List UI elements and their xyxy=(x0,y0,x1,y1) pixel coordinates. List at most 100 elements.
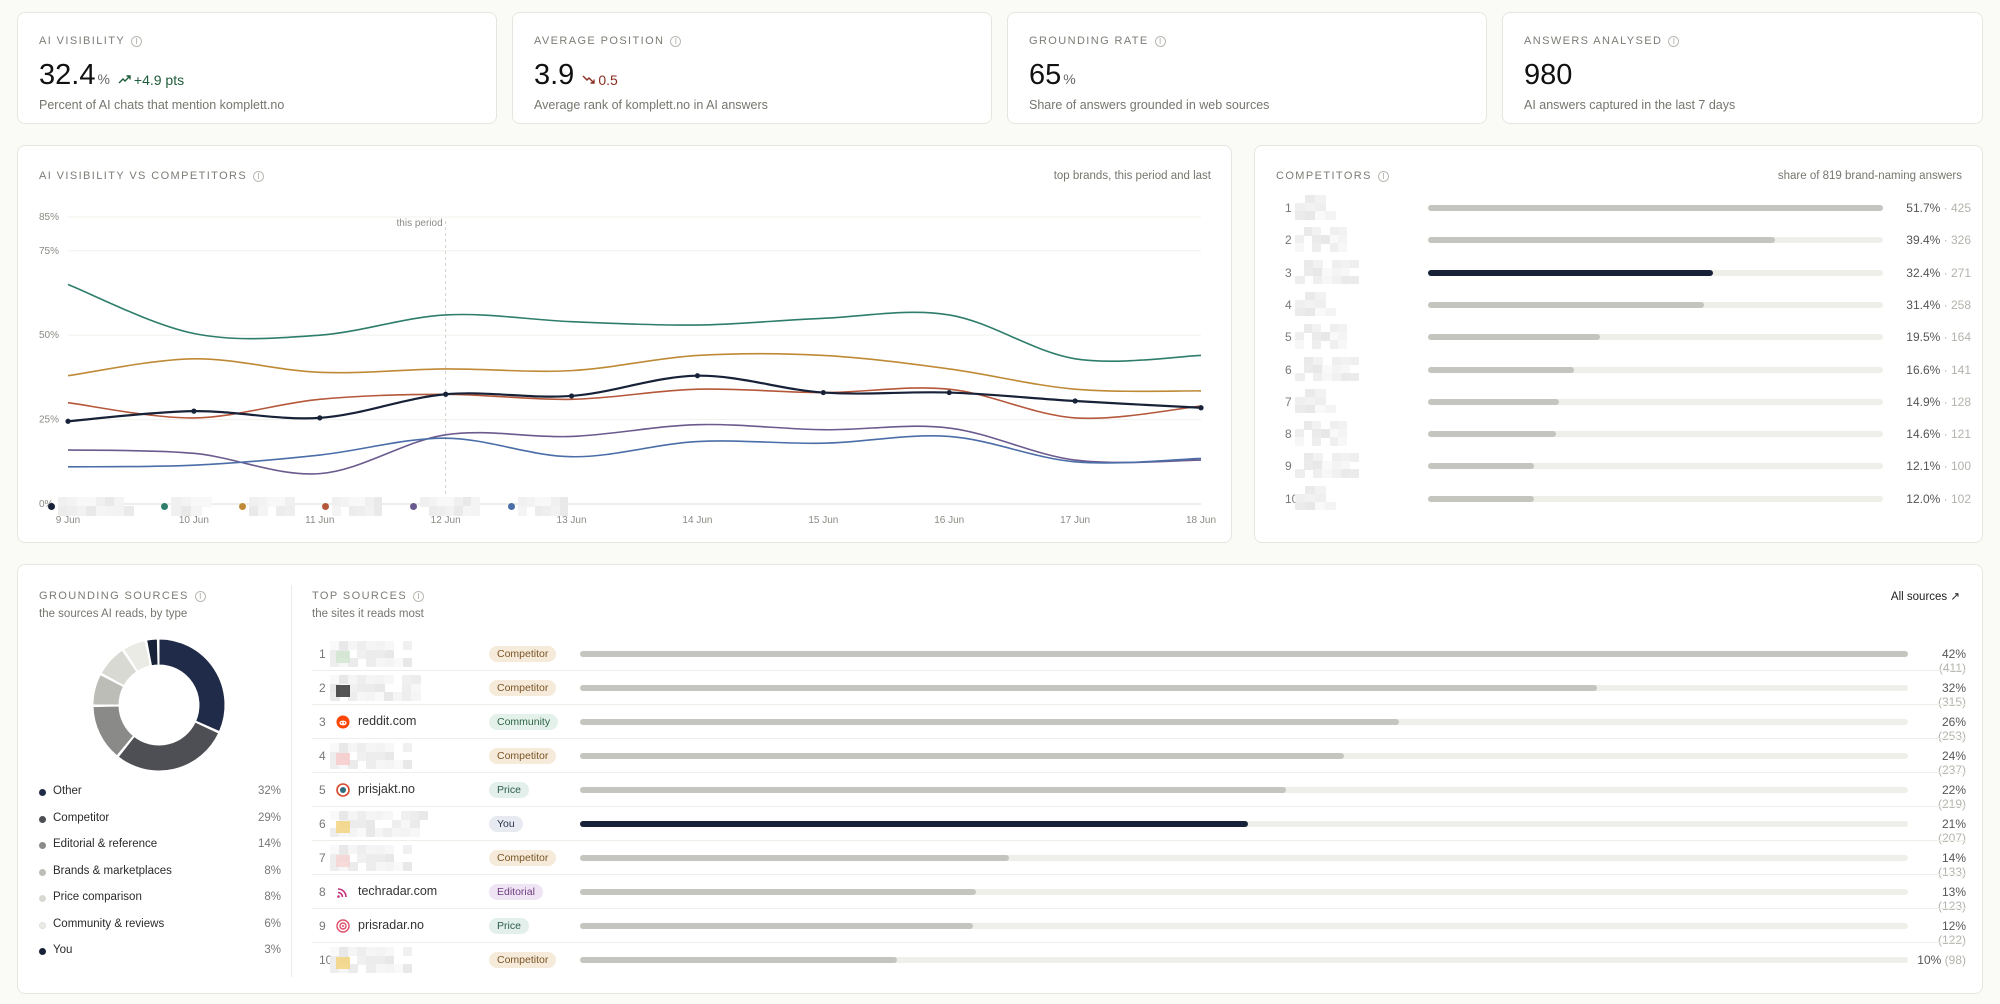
source-name[interactable]: prisradar.no xyxy=(358,918,425,932)
pixel xyxy=(393,862,404,872)
source-row[interactable]: 5 prisjakt.no Price 22% (219) xyxy=(312,773,1966,811)
trend-down-icon xyxy=(582,75,596,84)
grounding-legend-item[interactable]: Other 32% xyxy=(39,785,281,803)
info-icon[interactable]: i xyxy=(1154,35,1166,47)
grounding-legend-item[interactable]: Competitor 29% xyxy=(39,812,281,830)
pixel xyxy=(384,641,395,651)
competitor-bar-track xyxy=(1428,431,1883,438)
competitor-row[interactable]: 9 12.1% · 100 xyxy=(1255,452,1984,480)
info-icon[interactable]: i xyxy=(413,590,425,602)
info-icon[interactable]: i xyxy=(194,590,206,602)
source-name[interactable]: reddit.com xyxy=(358,714,417,728)
competitor-rank: 3 xyxy=(1285,265,1292,280)
series-line[interactable] xyxy=(67,283,1202,363)
source-row[interactable]: 10 Competitor 10% (98) xyxy=(312,943,1966,977)
pixel xyxy=(1331,259,1342,269)
pixel xyxy=(1295,396,1306,406)
source-favicon-redacted xyxy=(336,855,350,867)
competitor-row[interactable]: 2 39.4% · 326 xyxy=(1255,226,1984,254)
source-count: (98) xyxy=(1944,953,1966,967)
donut-slice[interactable] xyxy=(92,705,135,757)
pixel xyxy=(1313,453,1323,462)
series-point[interactable] xyxy=(317,415,323,421)
info-icon[interactable]: i xyxy=(131,35,143,47)
source-row[interactable]: 1 Competitor 42% (411) xyxy=(312,637,1966,675)
donut-slice[interactable] xyxy=(117,721,220,772)
series-point[interactable] xyxy=(65,418,71,424)
grounding-legend-item[interactable]: You 3% xyxy=(39,944,281,962)
pixel xyxy=(365,497,375,507)
pixel xyxy=(375,760,386,770)
competitor-row[interactable]: 5 19.5% · 164 xyxy=(1255,323,1984,351)
series-point[interactable] xyxy=(1198,405,1204,411)
source-row[interactable]: 4 Competitor 24% (237) xyxy=(312,739,1966,777)
source-row[interactable]: 9 prisradar.no Price 12% (122) xyxy=(312,909,1966,947)
series-line[interactable] xyxy=(67,374,1202,423)
info-icon[interactable]: i xyxy=(1668,35,1680,47)
grounding-donut-chart[interactable] xyxy=(89,635,229,775)
pixel xyxy=(171,506,182,516)
pixel xyxy=(357,497,366,507)
donut-slice[interactable] xyxy=(146,638,159,667)
all-sources-link[interactable]: All sources ↗ xyxy=(1890,591,1960,603)
competitor-row[interactable]: 3 32.4% · 271 xyxy=(1255,259,1984,287)
competitor-row[interactable]: 4 31.4% · 258 xyxy=(1255,291,1984,319)
donut-slice[interactable] xyxy=(92,673,125,706)
legend-dot xyxy=(39,815,46,823)
series-point[interactable] xyxy=(191,408,197,414)
series-point[interactable] xyxy=(443,391,449,397)
pixel xyxy=(1295,299,1306,309)
competitor-row[interactable]: 7 14.9% · 128 xyxy=(1255,388,1984,416)
source-row[interactable]: 8 techradar.com Editorial 13% (123) xyxy=(312,875,1966,913)
info-icon[interactable]: i xyxy=(1377,170,1389,182)
pixel xyxy=(1349,469,1360,478)
source-row[interactable]: 3 reddit.com Community 26% (253) xyxy=(312,705,1966,743)
pixel xyxy=(1305,299,1316,309)
grounding-legend-item[interactable]: Price comparison 8% xyxy=(39,891,281,909)
source-row[interactable]: 2 Competitor 32% (315) xyxy=(312,671,1966,709)
pixel xyxy=(1295,243,1305,252)
series-point[interactable] xyxy=(694,373,701,379)
competitor-row[interactable]: 6 16.6% · 141 xyxy=(1255,356,1984,384)
row-divider xyxy=(312,704,1966,705)
series-point[interactable] xyxy=(568,393,575,399)
pixel xyxy=(1331,461,1342,470)
grounding-legend-item[interactable]: Editorial & reference 14% xyxy=(39,838,281,856)
donut-slice[interactable] xyxy=(100,649,138,687)
info-icon[interactable]: i xyxy=(670,35,682,47)
visibility-line-chart[interactable]: 0% 25% 50% 75% 85% 9 Jun 10 Jun 11 Jun 12 Jun 13 … xyxy=(18,196,1233,536)
series-point[interactable] xyxy=(946,389,952,396)
grounding-legend-label: Brands & marketplaces xyxy=(53,864,172,877)
competitor-name-redacted xyxy=(1295,324,1348,349)
source-row[interactable]: 6 You 21% (207) xyxy=(312,807,1966,845)
source-name[interactable]: prisjakt.no xyxy=(358,782,415,796)
competitor-row[interactable]: 8 14.6% · 121 xyxy=(1255,420,1984,448)
competitor-count: · 164 xyxy=(1943,330,1971,345)
series-line[interactable] xyxy=(67,423,1202,475)
competitor-row[interactable]: 10 12.0% · 102 xyxy=(1255,485,1984,513)
series-point[interactable] xyxy=(1072,398,1078,404)
source-tag: Price xyxy=(489,782,529,798)
pixel xyxy=(410,828,420,838)
competitor-row[interactable]: 1 51.7% · 425 xyxy=(1255,194,1984,222)
source-rank: 6 xyxy=(319,817,326,831)
info-icon[interactable]: i xyxy=(253,170,265,182)
pixel xyxy=(1340,364,1351,373)
series-point[interactable] xyxy=(820,389,826,396)
pixel xyxy=(1315,307,1326,317)
grounding-legend-item[interactable]: Community & reviews 6% xyxy=(39,918,281,936)
source-name[interactable]: techradar.com xyxy=(358,884,438,898)
pixel xyxy=(1338,429,1348,438)
series-line[interactable] xyxy=(67,387,1202,420)
section-divider xyxy=(291,585,292,977)
series-line[interactable] xyxy=(67,352,1202,393)
series-line[interactable] xyxy=(67,435,1202,468)
grounding-legend-label: Editorial & reference xyxy=(53,838,158,850)
x-tick-label: 16 Jun xyxy=(934,515,964,526)
donut-slice[interactable] xyxy=(122,639,152,672)
grounding-legend-item[interactable]: Brands & marketplaces 8% xyxy=(39,865,281,883)
source-row[interactable]: 7 Competitor 14% (133) xyxy=(312,841,1966,879)
source-favicon-redacted xyxy=(336,821,350,833)
legend-dot xyxy=(39,842,46,849)
donut-slice[interactable] xyxy=(158,638,226,733)
